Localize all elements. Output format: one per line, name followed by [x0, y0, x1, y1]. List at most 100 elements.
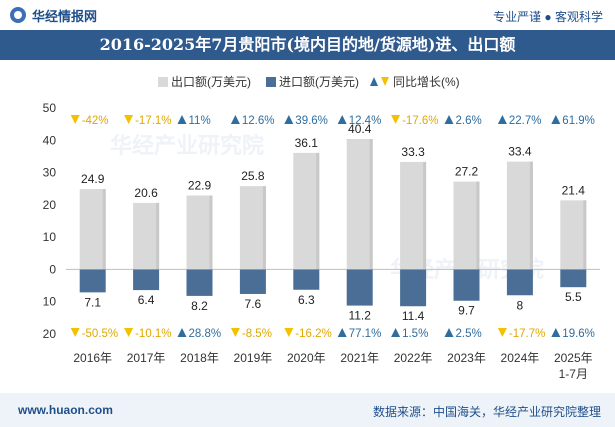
export-bar-shade: [262, 186, 266, 270]
title-bar: 2016-2025年7月贵阳市(境内目的地/货源地)进、出口额: [0, 30, 615, 60]
export-bar-shade: [102, 189, 106, 270]
growth-down-icon: [70, 328, 80, 337]
growth-down-icon: [497, 328, 507, 337]
export-bar: [453, 181, 480, 270]
export-bar: [560, 200, 587, 270]
import-value-label: 6.3: [298, 293, 315, 307]
import-growth-label: -16.2%: [295, 328, 331, 340]
growth-down-icon: [284, 328, 294, 337]
import-growth-label: -17.7%: [509, 328, 545, 340]
growth-down-icon: [230, 328, 240, 337]
import-bar: [293, 269, 320, 290]
y-tick-label: 50: [43, 101, 57, 115]
growth-down-icon: [391, 115, 401, 124]
import-value-label: 7.6: [245, 297, 262, 311]
y-tick-label: 0: [49, 262, 56, 276]
y-tick-label: 30: [43, 166, 57, 180]
export-bar: [239, 186, 266, 270]
export-bar: [79, 189, 106, 270]
import-growth-label: -10.1%: [135, 328, 171, 340]
export-bar: [506, 161, 533, 270]
growth-up-icon: [444, 115, 454, 124]
growth-up-icon: [177, 115, 187, 124]
chart-title: 2016-2025年7月贵阳市(境内目的地/货源地)进、出口额: [99, 35, 516, 54]
legend-export-label: 出口额(万美元): [171, 75, 251, 89]
export-growth-label: 39.6%: [295, 115, 328, 127]
import-growth-label: -8.5%: [242, 328, 272, 340]
import-bar: [560, 269, 587, 288]
y-tick-label: 40: [43, 133, 57, 147]
slogan: 专业严谨 ● 客观科学: [493, 10, 603, 24]
legend-export-swatch: [158, 77, 168, 87]
growth-down-icon: [124, 115, 134, 124]
export-value-label: 20.6: [134, 186, 158, 200]
x-tick-label: 2025年: [554, 351, 593, 365]
import-value-label: 7.1: [84, 295, 101, 309]
import-value-label: 8: [517, 298, 524, 312]
growth-up-icon: [391, 328, 401, 337]
growth-down-icon: [70, 115, 80, 124]
x-tick-label: 2023年: [447, 351, 486, 365]
export-growth-label: 61.9%: [562, 115, 595, 127]
y-tick-label: 20: [43, 327, 57, 341]
brand: 华经情报网: [10, 6, 97, 24]
export-value-label: 33.4: [508, 145, 532, 159]
brand-logo-icon: [10, 7, 26, 23]
top-bar: 华经情报网 专业严谨 ● 客观科学: [0, 0, 615, 30]
export-growth-label: 22.7%: [509, 115, 542, 127]
export-bar-shade: [156, 202, 160, 270]
export-bar-shade: [476, 181, 480, 270]
import-value-label: 11.4: [402, 309, 425, 323]
growth-up-icon: [284, 115, 294, 124]
export-value-label: 36.1: [295, 136, 319, 150]
export-bar: [186, 195, 213, 270]
import-growth-label: 28.8%: [189, 328, 222, 340]
growth-up-icon: [337, 328, 347, 337]
export-value-label: 33.3: [401, 145, 425, 159]
export-bar: [133, 202, 160, 270]
growth-up-icon: [497, 115, 507, 124]
import-value-label: 8.2: [191, 299, 208, 313]
import-value-label: 9.7: [458, 304, 475, 318]
legend-up-marker-icon: [370, 77, 378, 86]
x-tick-label: 2024年: [501, 351, 540, 365]
legend-import-swatch: [266, 77, 276, 87]
legend: 出口额(万美元) 进口额(万美元) 同比增长(%): [158, 75, 460, 89]
export-bar: [346, 138, 373, 270]
legend-import-label: 进口额(万美元): [279, 75, 359, 89]
import-bar: [239, 269, 266, 294]
legend-down-marker-icon: [381, 77, 389, 86]
chart: 出口额(万美元) 进口额(万美元) 同比增长(%) 50 40 30 20 10 0 10 2…: [43, 75, 600, 381]
data-labels: 24.9 7.1 -42% -50.5% 20.6 6.4 -17.1% -10.1% 22.9…: [70, 115, 595, 340]
y-tick-label: 10: [43, 230, 57, 244]
export-growth-label: 12.4%: [349, 115, 382, 127]
import-bar: [79, 269, 106, 293]
growth-down-icon: [124, 328, 134, 337]
import-value-label: 11.2: [348, 309, 371, 323]
export-value-label: 21.4: [562, 183, 586, 197]
website-link[interactable]: www.huaon.com: [18, 403, 113, 417]
y-axis: 50 40 30 20 10 0 10 20: [43, 101, 57, 341]
x-tick-label: 2022年: [394, 351, 433, 365]
growth-up-icon: [177, 328, 187, 337]
legend-growth-label: 同比增长(%): [393, 75, 460, 89]
x-tick-label: 2016年: [73, 351, 112, 365]
growth-up-icon: [230, 115, 240, 124]
export-value-label: 40.4: [348, 122, 372, 136]
x-tick-label: 2018年: [180, 351, 219, 365]
import-value-label: 5.5: [565, 290, 582, 304]
growth-up-icon: [444, 328, 454, 337]
export-bar-shade: [209, 195, 213, 270]
export-value-label: 25.8: [241, 169, 265, 183]
import-growth-label: 77.1%: [349, 328, 382, 340]
x-tick-label: 1-7月: [559, 367, 588, 381]
import-bar: [453, 269, 480, 301]
y-tick-label: 10: [43, 295, 57, 309]
x-tick-label: 2021年: [340, 351, 379, 365]
bars: [79, 138, 587, 307]
export-value-label: 22.9: [188, 178, 212, 192]
export-growth-label: 11%: [189, 115, 211, 127]
import-growth-label: -50.5%: [82, 328, 118, 340]
export-value-label: 24.9: [81, 172, 105, 186]
import-bar: [506, 269, 533, 296]
